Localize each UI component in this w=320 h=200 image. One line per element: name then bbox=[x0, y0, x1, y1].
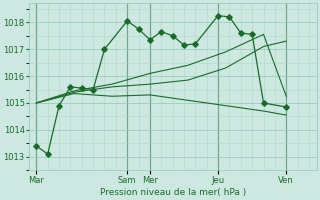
X-axis label: Pression niveau de la mer( hPa ): Pression niveau de la mer( hPa ) bbox=[100, 188, 246, 197]
